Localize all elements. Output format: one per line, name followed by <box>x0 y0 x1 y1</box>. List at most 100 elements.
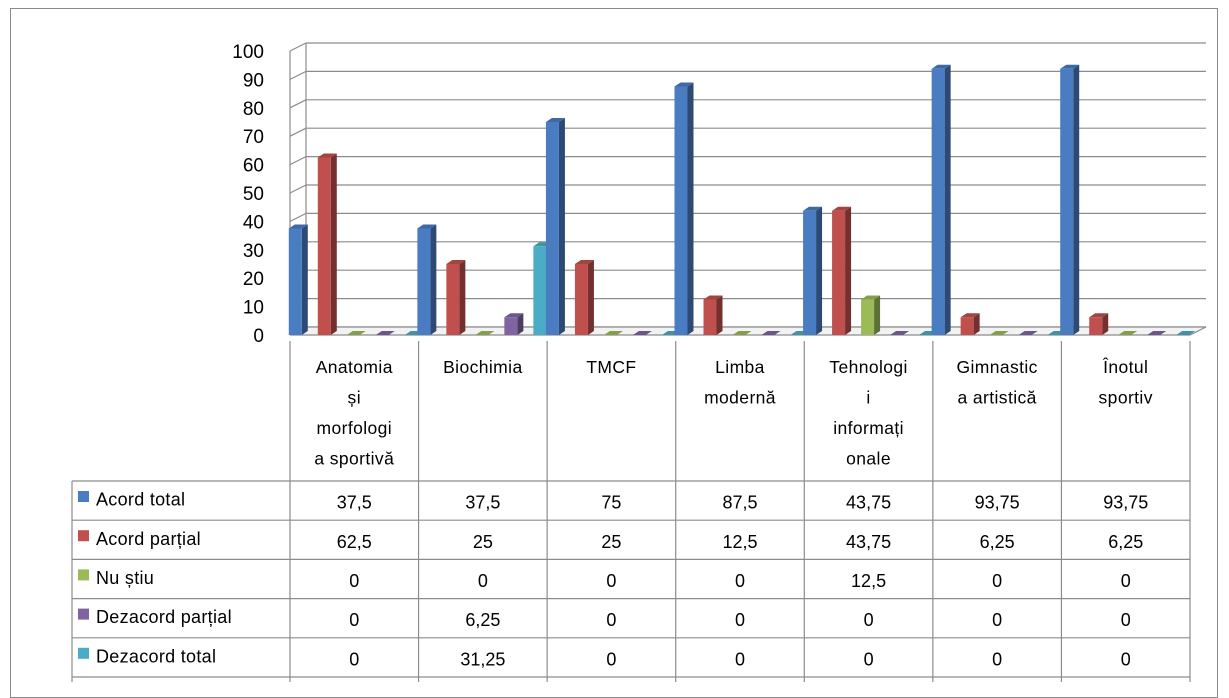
bar-front <box>1089 317 1103 335</box>
bar-front <box>545 122 559 335</box>
bar-3-4 <box>732 331 752 335</box>
bar-2-7 <box>1089 313 1109 335</box>
table-cell: 0 <box>349 649 359 669</box>
category-label: a artistică <box>957 388 1036 408</box>
bar-top <box>960 313 980 318</box>
bar-front <box>533 246 547 335</box>
gridline-depth <box>289 42 307 52</box>
table-cell: 37,5 <box>465 493 500 513</box>
y-tick-label: 0 <box>253 326 264 347</box>
category-label: Gimnastic <box>956 357 1037 377</box>
table-cell: 0 <box>606 610 616 630</box>
bar-front <box>504 317 518 335</box>
bar-top <box>545 118 565 122</box>
category-label: a sportivă <box>314 449 394 469</box>
legend-label: Nu știu <box>96 568 154 588</box>
table-cell: 0 <box>606 571 616 591</box>
category-label: și <box>348 388 361 408</box>
bar-top <box>1018 331 1038 335</box>
table-cell: 0 <box>1121 610 1131 630</box>
bar-side <box>330 153 337 335</box>
bar-3-2 <box>475 331 495 335</box>
table-cell: 25 <box>601 532 621 552</box>
bar-top <box>446 260 466 264</box>
gridline-depth <box>289 70 307 80</box>
category-label: sportiv <box>1099 388 1153 408</box>
bar-top <box>803 206 823 211</box>
bar-top <box>317 153 337 158</box>
table-cell: 31,25 <box>460 649 505 669</box>
category-label: morfologi <box>316 418 392 438</box>
gridline-depth <box>289 127 307 137</box>
y-tick-label: 30 <box>243 241 264 262</box>
table-cell: 0 <box>478 571 488 591</box>
bar-top <box>674 82 694 87</box>
bar-3-5 <box>861 295 881 335</box>
bar-top <box>989 331 1009 335</box>
bar-front <box>832 210 846 335</box>
bar-front <box>960 317 974 335</box>
bar-top <box>1176 331 1196 335</box>
bar-1-1 <box>288 224 308 335</box>
bar-1-2 <box>417 224 437 335</box>
legend-label: Acord total <box>96 490 185 510</box>
bar-5-7 <box>1176 331 1196 335</box>
bar-top <box>632 331 652 335</box>
table-cell: 43,75 <box>846 532 891 552</box>
bar-front <box>931 68 945 335</box>
data-table: Anatomia și morfologi a sportivă Biochimia TM… <box>71 341 1191 682</box>
bar-top <box>417 224 437 229</box>
bar-3-6 <box>989 331 1009 335</box>
bar-top <box>346 331 366 335</box>
category-label: TMCF <box>586 357 636 377</box>
table-cell: 0 <box>349 610 359 630</box>
bar-side <box>687 82 694 335</box>
y-tick-label: 10 <box>243 298 264 319</box>
gridline-depth <box>289 184 307 194</box>
bar-front <box>861 299 875 335</box>
category-label: Înotul <box>1102 357 1148 377</box>
table-cell: 12,5 <box>722 532 757 552</box>
bar-4-1 <box>375 331 395 335</box>
bar-top <box>1089 313 1109 318</box>
table-cell: 0 <box>735 649 745 669</box>
bar-top <box>761 331 781 335</box>
bar-side <box>430 224 437 335</box>
bar-side <box>517 313 524 335</box>
bar-1-5 <box>803 206 823 335</box>
bar-top <box>375 331 395 335</box>
bar-top <box>574 260 594 264</box>
y-tick-label: 50 <box>243 184 264 205</box>
bar-2-1 <box>317 153 337 335</box>
bar-front <box>674 86 688 335</box>
bar-3-7 <box>1118 331 1138 335</box>
bar-4-4 <box>761 331 781 335</box>
category-label: Limba <box>715 357 765 377</box>
y-tick-label: 70 <box>243 127 264 148</box>
legend-key <box>78 569 89 581</box>
bar-3-3 <box>603 331 623 335</box>
legend-label: Dezacord parțial <box>96 607 232 627</box>
table-cell: 93,75 <box>1103 493 1148 513</box>
bar-4-6 <box>1018 331 1038 335</box>
table-cell: 6,25 <box>1108 532 1143 552</box>
table-cell: 0 <box>992 610 1002 630</box>
table-cell: 0 <box>349 571 359 591</box>
bar-2-6 <box>960 313 980 335</box>
y-tick-label: 20 <box>243 269 264 290</box>
bar-front <box>803 210 817 335</box>
y-tick-label: 80 <box>243 99 264 120</box>
bar-side <box>874 295 881 335</box>
legend-key <box>78 608 89 620</box>
bar-top <box>1147 331 1167 335</box>
table-cell: 6,25 <box>980 532 1015 552</box>
y-tick-label: 40 <box>243 212 264 233</box>
bar-chart: 0 10 20 30 40 50 60 70 80 90 100 Anatomia și morfolog… <box>71 42 1207 682</box>
category-label: Biochimia <box>443 357 522 377</box>
table-cell: 0 <box>864 610 874 630</box>
table-cell: 6,25 <box>465 610 500 630</box>
table-cell: 87,5 <box>722 493 757 513</box>
bar-side <box>716 295 723 335</box>
gridline-depth <box>289 212 307 222</box>
bar-side <box>973 313 980 335</box>
